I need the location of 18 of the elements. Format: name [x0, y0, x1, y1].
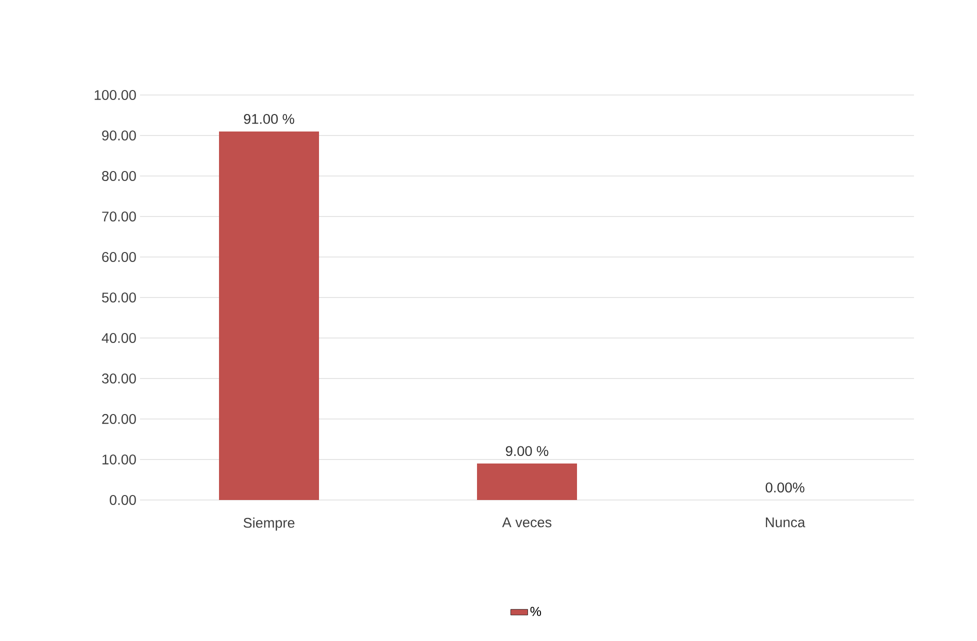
y-tick-label: 60.00	[102, 252, 136, 262]
legend-label: %	[530, 606, 542, 616]
y-tick-label: 10.00	[102, 454, 136, 464]
x-tick-label: Siempre	[244, 518, 294, 531]
y-tick-label: 70.00	[102, 212, 136, 222]
data-label: 0.00%	[766, 482, 804, 492]
data-label: 9.00 %	[506, 446, 548, 456]
y-tick-label: 40.00	[102, 333, 136, 343]
y-tick-label: 100.00	[94, 90, 136, 100]
y-tick-label: 20.00	[102, 414, 136, 424]
data-label: 91.00 %	[244, 114, 294, 124]
y-tick-label: 80.00	[102, 171, 136, 181]
x-tick-label: Nunca	[766, 518, 806, 528]
y-tick-label: 0.00	[110, 495, 136, 505]
x-tick-label: A veces	[502, 518, 552, 528]
y-tick-label: 90.00	[102, 130, 136, 140]
y-tick-label: 30.00	[102, 374, 136, 384]
y-tick-label: 50.00	[102, 292, 136, 302]
